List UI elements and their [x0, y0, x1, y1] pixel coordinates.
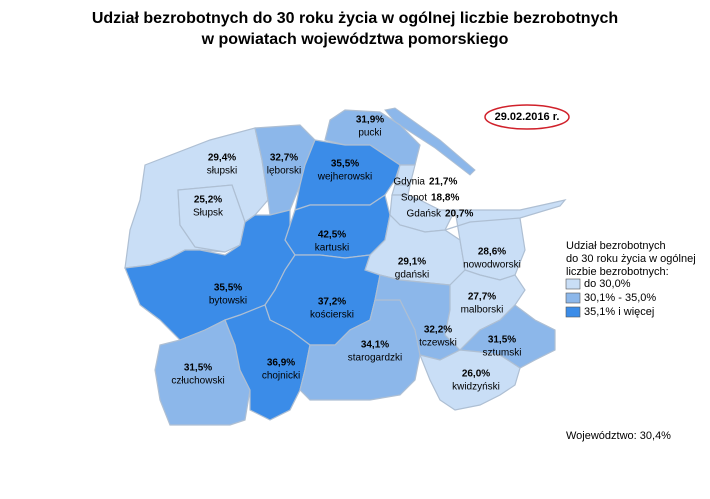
region — [444, 199, 567, 281]
region-value: 18,8% — [431, 193, 459, 204]
region-name: gdański — [395, 270, 429, 281]
region-value: 31,5% — [488, 335, 516, 346]
region-name: kwidzyński — [452, 382, 500, 393]
region-value: 29,4% — [208, 153, 236, 164]
region-value: 20,7% — [445, 209, 473, 220]
region-value: 42,5% — [318, 230, 346, 241]
legend-label: do 30,0% — [584, 278, 631, 290]
region — [177, 184, 246, 253]
region-value: 28,6% — [478, 247, 506, 258]
region-value: 37,2% — [318, 297, 346, 308]
region-value: 31,5% — [184, 363, 212, 374]
region-name: bytowski — [209, 296, 247, 307]
legend: do 30,0% 30,1% - 35,0% 35,1% i więcej — [565, 278, 656, 318]
region-name: lęborski — [267, 166, 301, 177]
region-name: chojnicki — [262, 371, 300, 382]
region-name: starogardzki — [348, 353, 402, 364]
legend-swatch — [565, 278, 581, 290]
regions: 31,9% pucki 29,4% słupski 25,2% Słupsk 32,7% lę… — [124, 107, 567, 426]
region-value: 29,1% — [398, 257, 426, 268]
region-value: 34,1% — [361, 340, 389, 351]
footer: Województwo: 30,4% — [566, 430, 671, 442]
region-value: 32,2% — [424, 325, 452, 336]
region-name: malborski — [461, 305, 504, 316]
region-name: wejherowski — [317, 172, 372, 183]
legend-title: Udział bezrobotnych — [566, 240, 666, 252]
region-name: Gdynia — [393, 177, 425, 188]
region-value: 21,7% — [429, 177, 457, 188]
legend-label: 35,1% i więcej — [584, 306, 654, 318]
date: 29.02.2016 r. — [495, 111, 560, 123]
region-value: 35,5% — [331, 159, 359, 170]
legend-swatch — [565, 306, 581, 318]
region-value: 35,5% — [214, 283, 242, 294]
title: w powiatach województwa pomorskiego — [201, 31, 509, 48]
region-value: 25,2% — [194, 195, 222, 206]
region — [254, 124, 316, 216]
legend-title: liczbie bezrobotnych: — [566, 266, 669, 278]
region-value: 31,9% — [356, 115, 384, 126]
region-value: 26,0% — [462, 369, 490, 380]
region-name: Gdańsk — [407, 209, 442, 220]
region-name: kartuski — [315, 243, 349, 254]
region-value: 27,7% — [468, 292, 496, 303]
title: Udział bezrobotnych do 30 roku życia w o… — [92, 10, 618, 27]
region-name: słupski — [207, 166, 238, 177]
region-name: człuchowski — [171, 376, 224, 387]
region — [299, 299, 421, 401]
region-value: 32,7% — [270, 153, 298, 164]
legend-swatch — [565, 292, 581, 304]
region-name: pucki — [358, 128, 381, 139]
region-value: 36,9% — [267, 358, 295, 369]
region-name: Słupsk — [193, 208, 224, 219]
region-name: tczewski — [419, 338, 457, 349]
date-ellipse — [484, 104, 570, 130]
region — [419, 349, 521, 411]
region-name: Sopot — [401, 193, 427, 204]
region-name: sztumski — [483, 348, 522, 359]
region-name: nowodworski — [463, 260, 521, 271]
region-name: kościerski — [310, 310, 354, 321]
legend-label: 30,1% - 35,0% — [584, 292, 656, 304]
legend-title: do 30 roku życia w ogólnej — [566, 253, 696, 265]
